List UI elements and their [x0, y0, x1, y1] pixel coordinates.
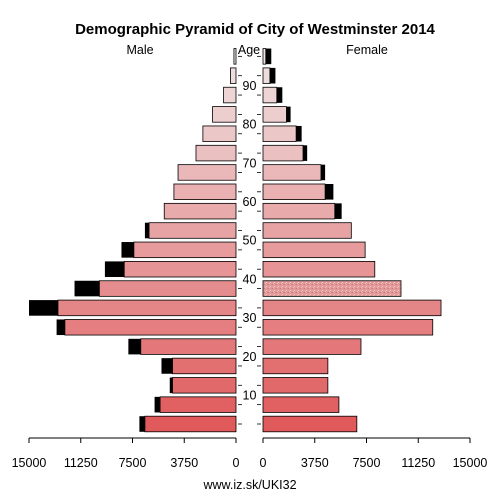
male-bar-15-19 [172, 357, 237, 375]
female-x-tick-label: 15000 [453, 456, 488, 470]
male-bar-40-44 [123, 260, 237, 278]
female-x-tick-label: 0 [260, 456, 267, 470]
female-other-bar-60-64 [325, 184, 334, 200]
male-bars [29, 48, 237, 433]
male-bar-65-69 [177, 164, 237, 181]
male-other-bar-40-44 [104, 261, 125, 277]
female-bar-5-9 [262, 396, 340, 413]
age-tick-label: 60 [243, 195, 257, 209]
female-bar-20-24 [262, 338, 362, 355]
male-other-bar-30-34 [29, 300, 58, 316]
male-x-tick-label: 0 [233, 456, 240, 470]
male-bar-20-24 [140, 338, 237, 355]
source-footer: www.iz.sk/UKI32 [202, 478, 296, 492]
female-bar-65-69 [262, 164, 322, 181]
female-bar-55-59 [262, 202, 336, 220]
center-axis-label: Age [238, 43, 260, 57]
age-axis: 10 20 30 40 50 60 70 80 90 [238, 55, 261, 425]
female-bar-50-54 [262, 222, 352, 239]
female-other-bar-75-79 [296, 125, 302, 142]
male-x-tick-label: 7500 [119, 456, 147, 470]
male-bar-45-49 [133, 241, 237, 259]
male-bar-95+ [233, 48, 237, 65]
age-tick-label: 80 [243, 118, 257, 132]
female-other-bar-80-84 [286, 106, 291, 123]
male-other-bar-0-4 [139, 416, 145, 432]
male-bar-85-89 [223, 86, 237, 104]
female-bar-75-79 [262, 125, 297, 142]
male-bar-5-9 [159, 396, 237, 413]
male-other-bar-45-49 [121, 242, 134, 258]
male-x-tick-label: 15000 [12, 456, 47, 470]
female-bar-45-49 [262, 241, 366, 259]
female-bar-85-89 [262, 86, 278, 104]
male-bar-0-4 [144, 415, 237, 433]
age-tick-label: 30 [243, 311, 257, 325]
female-x-tick-label: 3750 [301, 456, 329, 470]
age-tick-label: 10 [243, 388, 257, 402]
female-bar-70-74 [262, 144, 304, 162]
age-tick-label: 20 [243, 350, 257, 364]
male-x-tick-label: 11250 [64, 456, 98, 470]
female-x-tick-label: 7500 [353, 456, 381, 470]
female-bar-15-19 [262, 357, 329, 375]
female-bar-95+ [262, 48, 267, 65]
male-other-bar-35-39 [74, 280, 100, 297]
female-bar-25-29 [262, 319, 434, 336]
female-other-bar-85-89 [276, 87, 283, 103]
male-other-bar-15-19 [161, 358, 173, 374]
male-bar-80-84 [212, 106, 237, 123]
male-bar-70-74 [195, 144, 237, 162]
age-tick-label: 70 [243, 156, 257, 170]
male-other-bar-5-9 [154, 396, 161, 413]
male-bar-75-79 [202, 125, 237, 142]
male-other-bar-10-14 [169, 377, 173, 394]
female-bar-0-4 [262, 415, 358, 433]
male-bar-50-54 [148, 222, 237, 239]
female-bar-40-44 [262, 260, 376, 278]
female-bar-30-34 [262, 299, 442, 317]
male-other-bar-20-24 [128, 338, 141, 355]
male-bar-30-34 [57, 299, 237, 317]
male-x-axis: 15000 11250 7500 3750 0 [12, 437, 240, 470]
male-bar-60-64 [173, 183, 237, 201]
female-bar-90-94 [262, 67, 271, 84]
female-other-bar-55-59 [334, 203, 342, 219]
male-other-bar-25-29 [56, 319, 65, 336]
female-x-axis: 0 3750 7500 11250 15000 [260, 437, 488, 470]
left-side-label: Male [126, 43, 153, 57]
male-other-bar-50-54 [144, 222, 150, 239]
male-bar-35-39 [98, 280, 237, 297]
female-bar-35-39 [262, 280, 402, 297]
female-other-bar-90-94 [269, 67, 276, 84]
right-side-label: Female [346, 43, 388, 57]
female-bar-60-64 [262, 183, 326, 201]
male-bar-25-29 [64, 319, 237, 336]
female-other-bar-70-74 [303, 145, 308, 161]
male-bar-10-14 [172, 377, 237, 394]
female-bar-10-14 [262, 377, 329, 394]
male-bar-90-94 [230, 67, 237, 84]
chart-title: Demographic Pyramid of City of Westminst… [75, 21, 435, 38]
age-tick-label: 50 [243, 234, 257, 248]
age-tick-label: 40 [243, 272, 257, 286]
male-bar-55-59 [163, 202, 237, 220]
female-x-tick-label: 11250 [401, 456, 435, 470]
female-other-bar-65-69 [320, 164, 326, 181]
male-x-tick-label: 3750 [170, 456, 198, 470]
female-bars [262, 48, 442, 433]
age-tick-label: 90 [243, 79, 257, 93]
female-other-bar-95+ [265, 48, 272, 65]
female-bar-80-84 [262, 106, 287, 123]
